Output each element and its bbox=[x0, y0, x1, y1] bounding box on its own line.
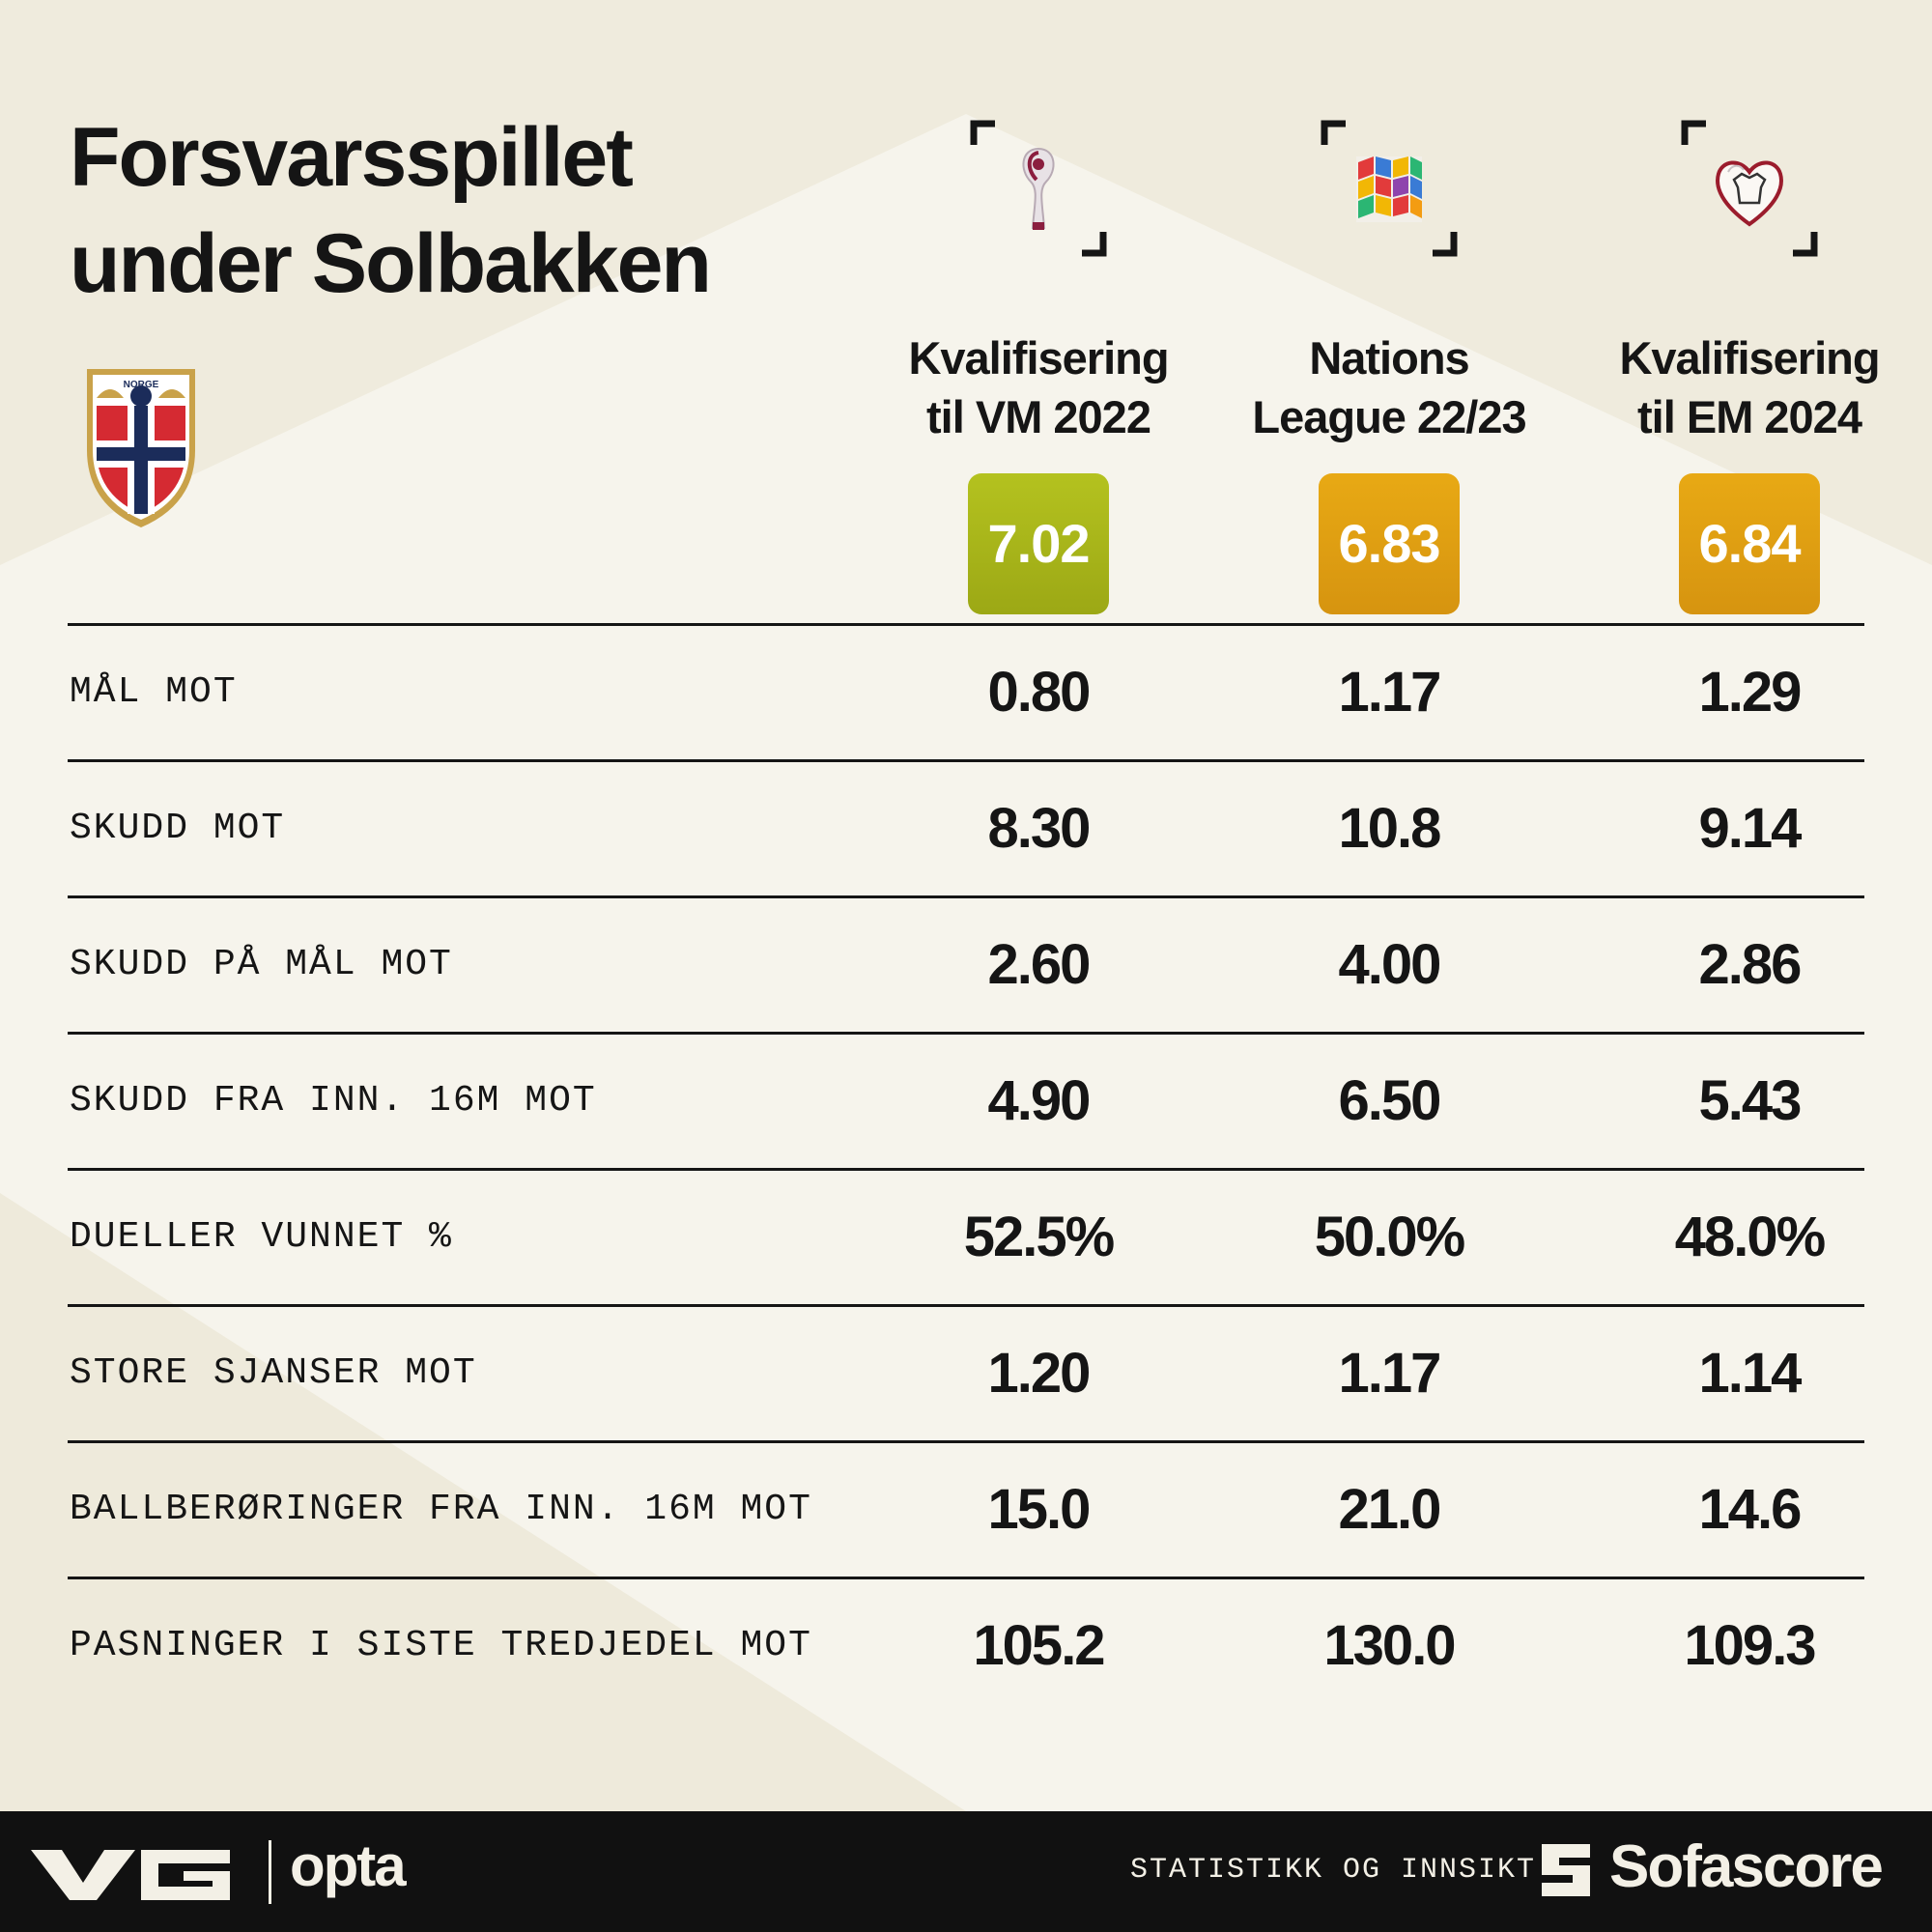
competition-name-line-1: Nations bbox=[1309, 332, 1469, 384]
footer-tagline: STATISTIKK OG INNSIKT bbox=[1130, 1854, 1537, 1887]
rating-badge: 6.83 bbox=[1319, 473, 1460, 614]
row-value: 50.0% bbox=[1314, 1206, 1465, 1268]
competition-name-line-1: Kvalifisering bbox=[1619, 332, 1880, 384]
competition-name-line-1: Kvalifisering bbox=[908, 332, 1169, 384]
title-line-1: Forsvarsspillet bbox=[70, 111, 634, 204]
world-cup-trophy-icon bbox=[1022, 147, 1055, 230]
row-label: BALLBERØRINGER FRA INN. 16M MOT bbox=[70, 1489, 812, 1530]
competition-name: Kvalifisering til EM 2024 bbox=[1585, 328, 1914, 446]
row-value: 4.00 bbox=[1338, 933, 1442, 996]
row-value: 5.43 bbox=[1698, 1069, 1803, 1132]
page-title: Forsvarsspillet under Solbakken bbox=[70, 104, 712, 317]
row-label: STORE SJANSER MOT bbox=[70, 1352, 477, 1394]
table-row: MÅL MOT 0.80 1.17 1.29 bbox=[68, 623, 1864, 759]
row-value: 6.50 bbox=[1338, 1069, 1442, 1132]
row-value: 9.14 bbox=[1698, 797, 1803, 860]
title-line-2: under Solbakken bbox=[70, 217, 712, 310]
opta-logo: opta bbox=[290, 1833, 407, 1898]
row-value: 48.0% bbox=[1674, 1206, 1826, 1268]
row-label: SKUDD FRA INN. 16M MOT bbox=[70, 1080, 597, 1122]
table-row: BALLBERØRINGER FRA INN. 16M MOT 15.0 21.… bbox=[68, 1440, 1864, 1577]
row-value: 2.60 bbox=[987, 933, 1092, 996]
frame-corners bbox=[1681, 120, 1818, 257]
norway-crest-icon: NORGE bbox=[87, 369, 195, 527]
competition-name-line-2: League 22/23 bbox=[1252, 391, 1526, 442]
row-value: 14.6 bbox=[1698, 1478, 1803, 1541]
row-value: 1.17 bbox=[1338, 661, 1442, 724]
sofascore-icon bbox=[1542, 1844, 1590, 1896]
row-value: 1.17 bbox=[1338, 1342, 1442, 1405]
row-value: 130.0 bbox=[1323, 1614, 1456, 1677]
table-row: SKUDD FRA INN. 16M MOT 4.90 6.50 5.43 bbox=[68, 1032, 1864, 1168]
crest-text: NORGE bbox=[124, 380, 159, 390]
vg-logo-icon bbox=[31, 1850, 230, 1900]
table-row: SKUDD MOT 8.30 10.8 9.14 bbox=[68, 759, 1864, 895]
row-value: 2.86 bbox=[1698, 933, 1803, 996]
row-value: 15.0 bbox=[987, 1478, 1092, 1541]
row-label: SKUDD PÅ MÅL MOT bbox=[70, 944, 453, 985]
table-row: STORE SJANSER MOT 1.20 1.17 1.14 bbox=[68, 1304, 1864, 1440]
row-value: 0.80 bbox=[987, 661, 1092, 724]
row-value: 1.20 bbox=[987, 1342, 1092, 1405]
competition-name: Kvalifisering til VM 2022 bbox=[874, 328, 1203, 446]
table-row: PASNINGER I SISTE TREDJEDEL MOT 105.2 13… bbox=[68, 1577, 1864, 1713]
nations-league-icon bbox=[1356, 156, 1422, 222]
rating-badge: 7.02 bbox=[968, 473, 1109, 614]
logo-frame bbox=[1317, 116, 1462, 261]
stats-table: MÅL MOT 0.80 1.17 1.29 SKUDD MOT 8.30 10… bbox=[68, 623, 1864, 1713]
rating-badge: 6.84 bbox=[1679, 473, 1820, 614]
row-value: 4.90 bbox=[987, 1069, 1092, 1132]
row-label: SKUDD MOT bbox=[70, 808, 286, 849]
competition-name: Nations League 22/23 bbox=[1225, 328, 1553, 446]
competition-column-vm-2022: Kvalifisering til VM 2022 7.02 bbox=[874, 116, 1203, 614]
euro-qualifying-icon bbox=[1716, 160, 1783, 227]
row-value: 10.8 bbox=[1338, 797, 1442, 860]
row-value: 21.0 bbox=[1338, 1478, 1442, 1541]
row-label: MÅL MOT bbox=[70, 671, 238, 713]
competition-name-line-2: til VM 2022 bbox=[926, 391, 1151, 442]
row-value: 52.5% bbox=[963, 1206, 1115, 1268]
table-row: DUELLER VUNNET % 52.5% 50.0% 48.0% bbox=[68, 1168, 1864, 1304]
frame-corners bbox=[970, 120, 1107, 257]
logo-frame bbox=[1677, 116, 1822, 261]
row-label: PASNINGER I SISTE TREDJEDEL MOT bbox=[70, 1625, 812, 1666]
sofascore-logo: Sofascore bbox=[1609, 1833, 1884, 1900]
row-value: 105.2 bbox=[973, 1614, 1105, 1677]
frame-corners bbox=[1321, 120, 1458, 257]
row-value: 1.14 bbox=[1698, 1342, 1803, 1405]
competition-name-line-2: til EM 2024 bbox=[1637, 391, 1862, 442]
row-value: 109.3 bbox=[1684, 1614, 1816, 1677]
competition-column-em-2024: Kvalifisering til EM 2024 6.84 bbox=[1585, 116, 1914, 614]
footer-divider bbox=[269, 1840, 271, 1904]
footer-bar: opta STATISTIKK OG INNSIKT Sofascore bbox=[0, 1811, 1932, 1932]
table-row: SKUDD PÅ MÅL MOT 2.60 4.00 2.86 bbox=[68, 895, 1864, 1032]
row-value: 8.30 bbox=[987, 797, 1092, 860]
row-label: DUELLER VUNNET % bbox=[70, 1216, 453, 1258]
competition-column-nations-league: Nations League 22/23 6.83 bbox=[1225, 116, 1553, 614]
row-value: 1.29 bbox=[1698, 661, 1803, 724]
logo-frame bbox=[966, 116, 1111, 261]
